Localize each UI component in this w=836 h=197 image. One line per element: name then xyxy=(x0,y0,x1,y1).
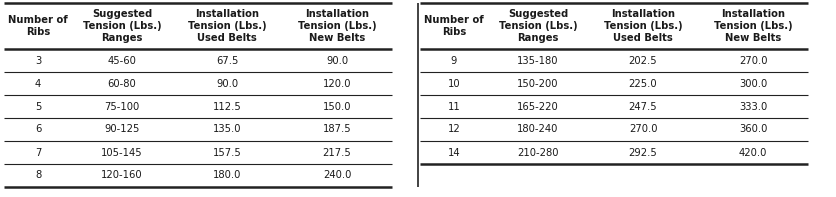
Text: 11: 11 xyxy=(447,101,461,112)
Text: 112.5: 112.5 xyxy=(212,101,242,112)
Text: 150-200: 150-200 xyxy=(517,78,558,88)
Text: 210-280: 210-280 xyxy=(517,148,558,157)
Text: Suggested
Tension (Lbs.)
Ranges: Suggested Tension (Lbs.) Ranges xyxy=(499,9,578,43)
Text: 4: 4 xyxy=(35,78,41,88)
Text: 150.0: 150.0 xyxy=(323,101,351,112)
Text: 9: 9 xyxy=(451,56,457,65)
Text: 217.5: 217.5 xyxy=(323,148,351,157)
Text: 120.0: 120.0 xyxy=(323,78,351,88)
Text: 292.5: 292.5 xyxy=(629,148,657,157)
Text: 225.0: 225.0 xyxy=(629,78,657,88)
Text: Number of
Ribs: Number of Ribs xyxy=(424,15,484,37)
Text: 60-80: 60-80 xyxy=(108,78,136,88)
Text: 157.5: 157.5 xyxy=(212,148,242,157)
Text: 180.0: 180.0 xyxy=(213,170,242,180)
Text: 6: 6 xyxy=(35,125,41,135)
Text: Installation
Tension (Lbs.)
New Belts: Installation Tension (Lbs.) New Belts xyxy=(714,9,793,43)
Text: Number of
Ribs: Number of Ribs xyxy=(8,15,68,37)
Text: 90-125: 90-125 xyxy=(104,125,140,135)
Text: 135-180: 135-180 xyxy=(517,56,558,65)
Text: 67.5: 67.5 xyxy=(216,56,238,65)
Text: 90.0: 90.0 xyxy=(326,56,348,65)
Text: 247.5: 247.5 xyxy=(629,101,657,112)
Text: 8: 8 xyxy=(35,170,41,180)
Text: 135.0: 135.0 xyxy=(212,125,242,135)
Text: 5: 5 xyxy=(35,101,41,112)
Text: 180-240: 180-240 xyxy=(517,125,558,135)
Text: 360.0: 360.0 xyxy=(739,125,767,135)
Text: Installation
Tension (Lbs.)
New Belts: Installation Tension (Lbs.) New Belts xyxy=(298,9,376,43)
Text: Installation
Tension (Lbs.)
Used Belts: Installation Tension (Lbs.) Used Belts xyxy=(604,9,682,43)
Text: 90.0: 90.0 xyxy=(216,78,238,88)
Text: 10: 10 xyxy=(448,78,461,88)
Text: 420.0: 420.0 xyxy=(739,148,767,157)
Text: Installation
Tension (Lbs.)
Used Belts: Installation Tension (Lbs.) Used Belts xyxy=(188,9,267,43)
Text: 7: 7 xyxy=(35,148,41,157)
Text: 14: 14 xyxy=(448,148,461,157)
Text: 240.0: 240.0 xyxy=(323,170,351,180)
Text: 3: 3 xyxy=(35,56,41,65)
Text: 270.0: 270.0 xyxy=(739,56,767,65)
Text: Suggested
Tension (Lbs.)
Ranges: Suggested Tension (Lbs.) Ranges xyxy=(83,9,161,43)
Text: 165-220: 165-220 xyxy=(517,101,559,112)
Text: 120-160: 120-160 xyxy=(101,170,143,180)
Text: 202.5: 202.5 xyxy=(629,56,657,65)
Text: 12: 12 xyxy=(447,125,461,135)
Text: 45-60: 45-60 xyxy=(108,56,136,65)
Text: 300.0: 300.0 xyxy=(739,78,767,88)
Text: 187.5: 187.5 xyxy=(323,125,351,135)
Text: 270.0: 270.0 xyxy=(629,125,657,135)
Text: 105-145: 105-145 xyxy=(101,148,143,157)
Text: 75-100: 75-100 xyxy=(104,101,140,112)
Text: 333.0: 333.0 xyxy=(739,101,767,112)
